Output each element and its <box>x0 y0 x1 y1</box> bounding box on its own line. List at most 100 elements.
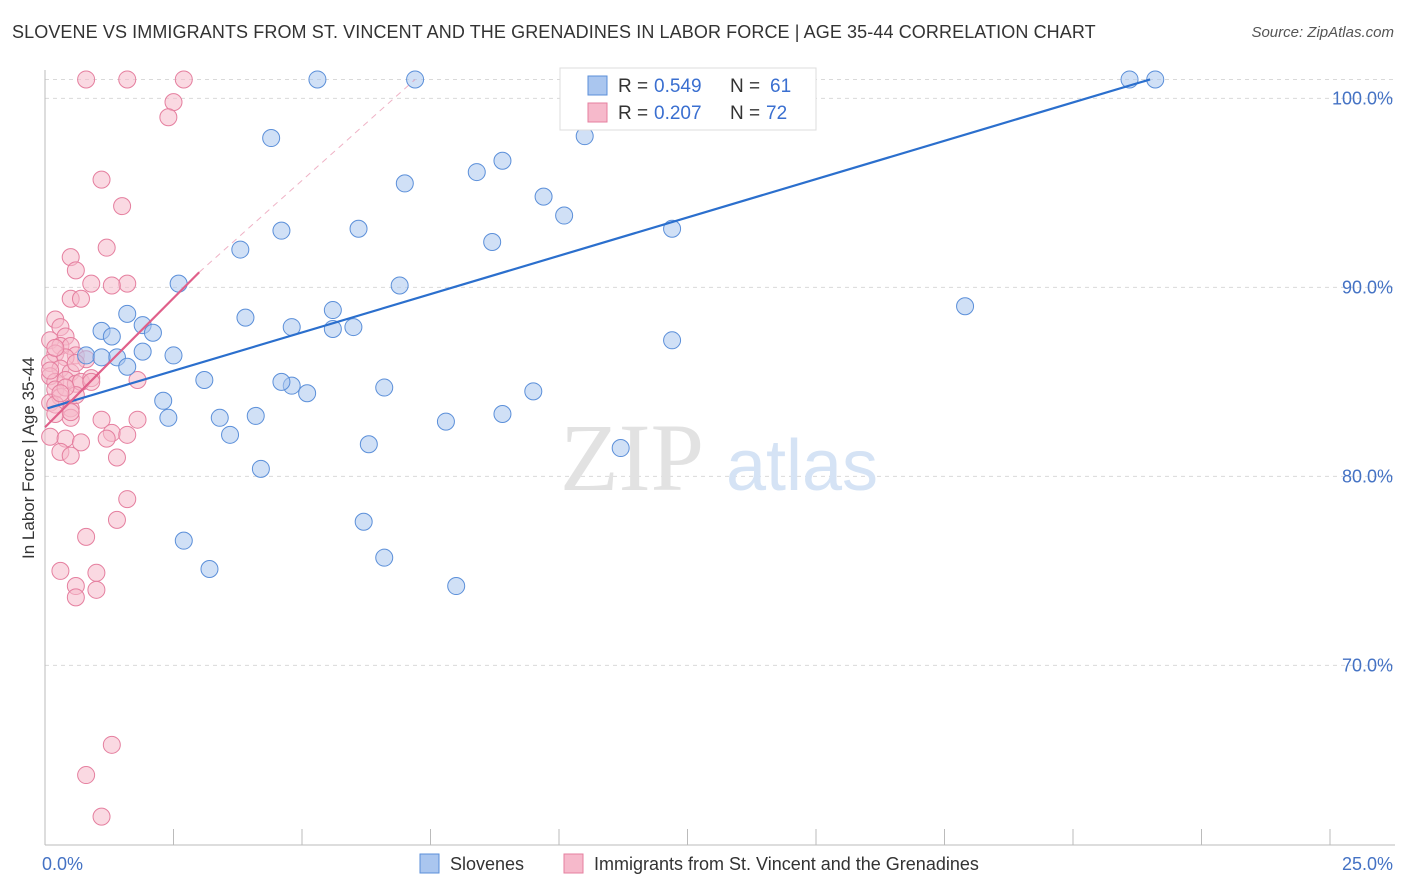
blue-data-point <box>323 301 342 320</box>
series-legend-label-blue: Slovenes <box>450 854 524 874</box>
blue-data-point <box>395 174 414 193</box>
y-tick-label: 70.0% <box>1342 655 1393 675</box>
pink-data-point <box>118 425 137 444</box>
blue-data-point <box>154 391 173 410</box>
blue-data-point <box>308 70 327 89</box>
pink-data-point <box>82 274 101 293</box>
pink-data-point <box>41 427 60 446</box>
pink-data-point <box>107 448 126 467</box>
y-tick-label: 100.0% <box>1332 88 1393 108</box>
blue-data-point <box>118 304 137 323</box>
pink-data-point <box>51 384 70 403</box>
blue-data-point <box>436 412 455 431</box>
axes <box>44 70 1395 846</box>
blue-data-point <box>251 459 270 478</box>
pink-data-point <box>118 70 137 89</box>
pink-data-point <box>102 735 121 754</box>
blue-data-point <box>272 221 291 240</box>
blue-data-point <box>359 435 378 454</box>
tick-labels: 100.0% 90.0% 80.0% 70.0% 0.0% 25.0% <box>42 88 1393 874</box>
pink-data-point <box>61 446 80 465</box>
y-tick-label: 80.0% <box>1342 466 1393 486</box>
pink-data-point <box>87 580 106 599</box>
blue-data-point <box>493 151 512 170</box>
pink-data-point <box>66 588 85 607</box>
blue-data-point <box>159 408 178 427</box>
pink-data-point <box>71 289 90 308</box>
series-legend-label-pink: Immigrants from St. Vincent and the Gren… <box>594 854 979 874</box>
pink-data-point <box>41 361 60 380</box>
pink-data-point <box>61 403 80 422</box>
legend-swatch-pink <box>587 102 608 123</box>
blue-data-point <box>231 240 250 259</box>
pink-data-point <box>174 70 193 89</box>
blue-trend-line <box>47 78 1151 410</box>
legend-blue-r-label: R = <box>618 76 648 97</box>
pink-data-point <box>92 170 111 189</box>
pink-trend-line <box>44 271 200 429</box>
blue-data-point <box>493 405 512 424</box>
x-tick-label: 0.0% <box>42 854 83 874</box>
blue-data-point <box>133 342 152 361</box>
legend-pink-n-label: N = <box>730 103 760 124</box>
pink-data-point <box>118 274 137 293</box>
blue-data-point <box>447 577 466 596</box>
source-credit: Source: ZipAtlas.com <box>1251 24 1394 41</box>
blue-data-point <box>77 346 96 365</box>
pink-data-point <box>128 410 147 429</box>
pink-data-point <box>51 561 70 580</box>
pink-data-point <box>107 510 126 529</box>
blue-data-point <box>246 406 265 425</box>
blue-data-point <box>390 276 409 295</box>
grid-lines <box>45 78 1395 666</box>
blue-data-point <box>195 371 214 389</box>
chart-title: SLOVENE VS IMMIGRANTS FROM ST. VINCENT A… <box>12 22 1096 42</box>
blue-data-point <box>354 512 373 531</box>
legend-pink-n-value: 72 <box>766 103 787 124</box>
blue-data-point <box>200 560 219 579</box>
pink-data-point <box>102 276 121 295</box>
trend-lines <box>44 78 1151 429</box>
pink-data-point <box>113 197 132 216</box>
blue-data-point <box>534 187 553 206</box>
y-axis-label: In Labor Force | Age 35-44 <box>19 357 38 559</box>
pink-points <box>41 70 193 826</box>
legend-blue-r-value: 0.549 <box>654 76 702 97</box>
blue-data-point <box>118 357 137 376</box>
blue-data-point <box>164 346 183 365</box>
legend-swatch-blue <box>587 75 608 96</box>
blue-data-point <box>143 323 162 342</box>
blue-data-point <box>375 548 394 567</box>
blue-data-point <box>210 408 229 427</box>
series-legend-swatch-blue <box>419 853 440 874</box>
pink-data-point <box>77 527 96 546</box>
pink-data-point <box>118 490 137 509</box>
series-legend: Slovenes Immigrants from St. Vincent and… <box>419 853 979 874</box>
blue-data-point <box>298 384 317 403</box>
pink-data-point <box>92 410 111 429</box>
pink-data-point <box>87 563 106 582</box>
blue-data-point <box>236 308 255 327</box>
blue-data-point <box>262 129 281 148</box>
pink-data-point <box>97 238 116 257</box>
watermark-zip: ZIP <box>560 404 704 511</box>
x-tick-label: 25.0% <box>1342 854 1393 874</box>
pink-data-point <box>77 70 96 89</box>
legend-pink-r-value: 0.207 <box>654 103 702 124</box>
blue-points <box>77 70 1165 596</box>
blue-data-point <box>169 274 188 293</box>
pink-data-point <box>66 261 85 280</box>
legend-blue-n-label: N = <box>730 76 760 97</box>
blue-data-point <box>349 219 368 238</box>
legend-pink-r-label: R = <box>618 103 648 124</box>
blue-data-point <box>483 233 502 252</box>
pink-data-point <box>92 807 111 826</box>
watermark: ZIP atlas <box>560 404 878 511</box>
blue-data-point <box>344 318 363 337</box>
blue-data-point <box>375 378 394 397</box>
pink-data-point <box>97 429 116 448</box>
blue-data-point <box>663 331 682 350</box>
blue-data-point <box>611 439 630 458</box>
correlation-legend: R = 0.549 N = 61 R = 0.207 N = 72 <box>559 67 817 131</box>
